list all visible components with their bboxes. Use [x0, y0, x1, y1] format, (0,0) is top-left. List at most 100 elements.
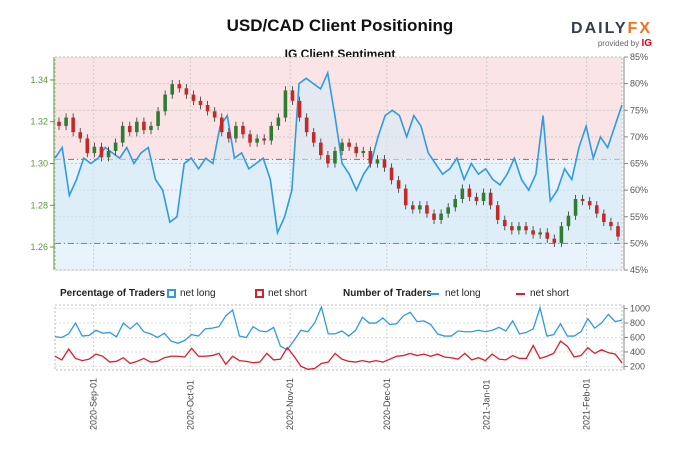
candle-body [354, 146, 358, 154]
candle-body [340, 142, 344, 151]
right-tick-label: 45% [630, 265, 648, 275]
candle-body [149, 125, 153, 131]
candle-body [396, 180, 401, 189]
candle-body [304, 117, 309, 133]
right-tick-label: 75% [630, 105, 648, 115]
candle-body [467, 188, 472, 197]
candle-body [234, 125, 238, 139]
candle-body [156, 111, 160, 126]
candle-body [205, 105, 210, 112]
candle-body [418, 205, 422, 210]
x-tick-label: 2020-Sep-01 [89, 378, 99, 430]
candle-body [531, 230, 535, 235]
candle-body [290, 90, 295, 101]
candle-body [545, 232, 550, 239]
candle-body [64, 117, 68, 126]
left-tick-label: 1.30 [30, 159, 48, 169]
candle-body [198, 100, 203, 106]
right-tick-label: 80% [630, 79, 648, 89]
candle-body [403, 188, 408, 206]
candle-body [142, 121, 146, 131]
candle-body [191, 94, 196, 101]
candle-body [227, 132, 231, 139]
candle-body [361, 150, 366, 154]
x-tick-label: 2020-Oct-01 [185, 380, 195, 430]
candle-body [127, 125, 132, 133]
candle-body [616, 226, 620, 237]
legend-pct-short: net short [268, 288, 307, 299]
candle-body [85, 138, 90, 154]
candle-body [248, 134, 252, 143]
candle-body [389, 167, 394, 181]
chart-title: USD/CAD Client Positioning [226, 16, 454, 35]
legend-pct-title: Percentage of Traders [60, 288, 166, 299]
bottom-tick-label: 400 [630, 347, 645, 357]
candle-body [446, 207, 450, 214]
traders-net-long-line [54, 305, 623, 351]
candle-body [594, 205, 599, 214]
right-tick-label: 65% [630, 159, 648, 169]
x-tick-label: 2021-Jan-01 [482, 379, 492, 430]
dailyfx-logo: DAILYFX [571, 20, 652, 38]
candle-body [587, 201, 592, 206]
candle-body [311, 132, 316, 143]
traders-net-short-line [54, 340, 623, 370]
candle-body [425, 205, 429, 214]
candle-body [524, 226, 528, 231]
left-tick-label: 1.28 [30, 200, 48, 210]
bottom-tick-label: 200 [630, 361, 645, 371]
legend-pct-short-swatch [255, 289, 264, 298]
candle-body [71, 117, 75, 133]
bottom-tick-label: 1000 [630, 304, 650, 314]
candle-body [177, 84, 182, 89]
candle-body [517, 226, 521, 231]
x-tick-label: 2020-Dec-01 [382, 378, 392, 430]
candle-body [347, 142, 351, 147]
candle-body [170, 84, 175, 95]
legend-num-short-swatch [516, 293, 525, 295]
candle-body [495, 205, 500, 220]
candle-body [609, 221, 613, 227]
candle-body [432, 213, 436, 220]
legend-num-long-swatch [430, 293, 439, 295]
candle-body [382, 159, 387, 168]
candle-body [135, 121, 139, 133]
bottom-tick-label: 800 [630, 318, 645, 328]
candle-body [453, 199, 458, 208]
candle-body [488, 192, 493, 206]
candle-body [552, 238, 557, 243]
candle-body [78, 132, 83, 139]
logo-main: DAILY [571, 20, 628, 37]
legend-num-long: net long [445, 288, 481, 299]
candle-body [538, 232, 542, 235]
candle-body [566, 215, 571, 227]
candle-body [269, 125, 274, 141]
x-tick-label: 2021-Feb-01 [582, 378, 592, 430]
bottom-tick-label: 600 [630, 333, 645, 343]
candle-body [163, 94, 167, 112]
sentiment-area [55, 72, 622, 244]
candle-body [283, 90, 288, 118]
right-tick-label: 70% [630, 132, 648, 142]
candle-body [106, 150, 111, 158]
candle-body [375, 159, 380, 164]
candle-body [368, 150, 373, 164]
candle-body [502, 219, 507, 227]
candle-body [120, 125, 125, 143]
ig-logo: IG [641, 38, 652, 49]
candle-body [410, 205, 415, 210]
candle-body [241, 125, 245, 135]
legend-pct-long: net long [180, 288, 216, 299]
candle-body [184, 88, 189, 95]
legend-num-short: net short [530, 288, 569, 299]
candle-body [559, 226, 564, 243]
left-tick-label: 1.26 [30, 242, 48, 252]
candle-body [92, 146, 97, 154]
sentiment-line-net-long [54, 70, 623, 236]
provided-by-text: provided by [597, 39, 640, 48]
right-tick-label: 85% [630, 52, 648, 62]
legend-num-title: Number of Traders [343, 288, 432, 299]
x-tick-label: 2020-Nov-01 [285, 378, 295, 430]
